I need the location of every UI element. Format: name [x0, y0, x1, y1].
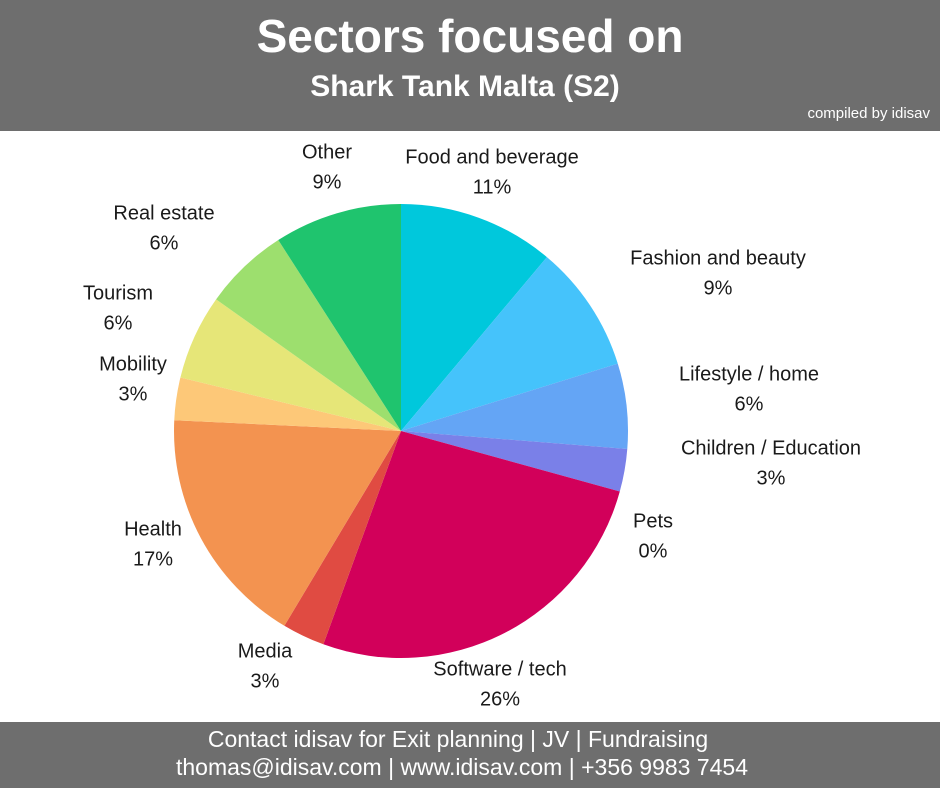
slice-label: Pets — [633, 510, 673, 532]
pie-slice — [401, 431, 628, 492]
slice-value-label: 3% — [757, 467, 786, 489]
slice-value-label: 17% — [133, 548, 173, 570]
header-band — [0, 0, 940, 131]
slice-label: Other — [302, 141, 352, 163]
slice-label: Tourism — [83, 282, 153, 304]
pie-slice — [401, 363, 629, 449]
slice-label: Media — [238, 640, 293, 662]
slice-label: Food and beverage — [405, 146, 578, 168]
slice-value-label: 0% — [639, 540, 668, 562]
pie-slice — [401, 204, 547, 431]
slice-value-label: 11% — [473, 176, 512, 198]
pie-slice — [174, 420, 401, 626]
footer-line: Contact idisav for Exit planning | JV | … — [208, 726, 708, 752]
pie-slice — [284, 431, 401, 645]
slice-value-label: 6% — [150, 232, 179, 254]
slice-label: Mobility — [99, 353, 167, 375]
chart-title: Sectors focused on — [257, 10, 684, 62]
slice-label: Fashion and beauty — [630, 247, 806, 269]
slice-label: Lifestyle / home — [679, 363, 819, 385]
chart-subtitle: Shark Tank Malta (S2) — [310, 70, 620, 103]
pie-slice — [174, 377, 401, 431]
slice-label: Software / tech — [433, 658, 566, 680]
footer-band — [0, 722, 940, 788]
footer-line: thomas@idisav.com | www.idisav.com | +35… — [176, 754, 748, 780]
pie-slice — [180, 299, 401, 431]
pie-slice — [278, 204, 401, 431]
slice-label: Children / Education — [681, 437, 861, 459]
slice-value-label: 6% — [735, 393, 764, 415]
slice-value-label: 3% — [251, 670, 280, 692]
slice-value-label: 3% — [119, 383, 148, 405]
slice-value-label: 9% — [313, 171, 342, 193]
pie-slice — [323, 431, 620, 659]
pie-slice — [216, 240, 401, 431]
slice-label: Health — [124, 518, 182, 540]
pie-slice — [401, 257, 618, 431]
slice-value-label: 26% — [480, 688, 520, 710]
slice-value-label: 9% — [704, 277, 733, 299]
slice-label: Real estate — [113, 202, 214, 224]
credit: compiled by idisav — [807, 105, 930, 122]
slice-value-label: 6% — [104, 312, 133, 334]
